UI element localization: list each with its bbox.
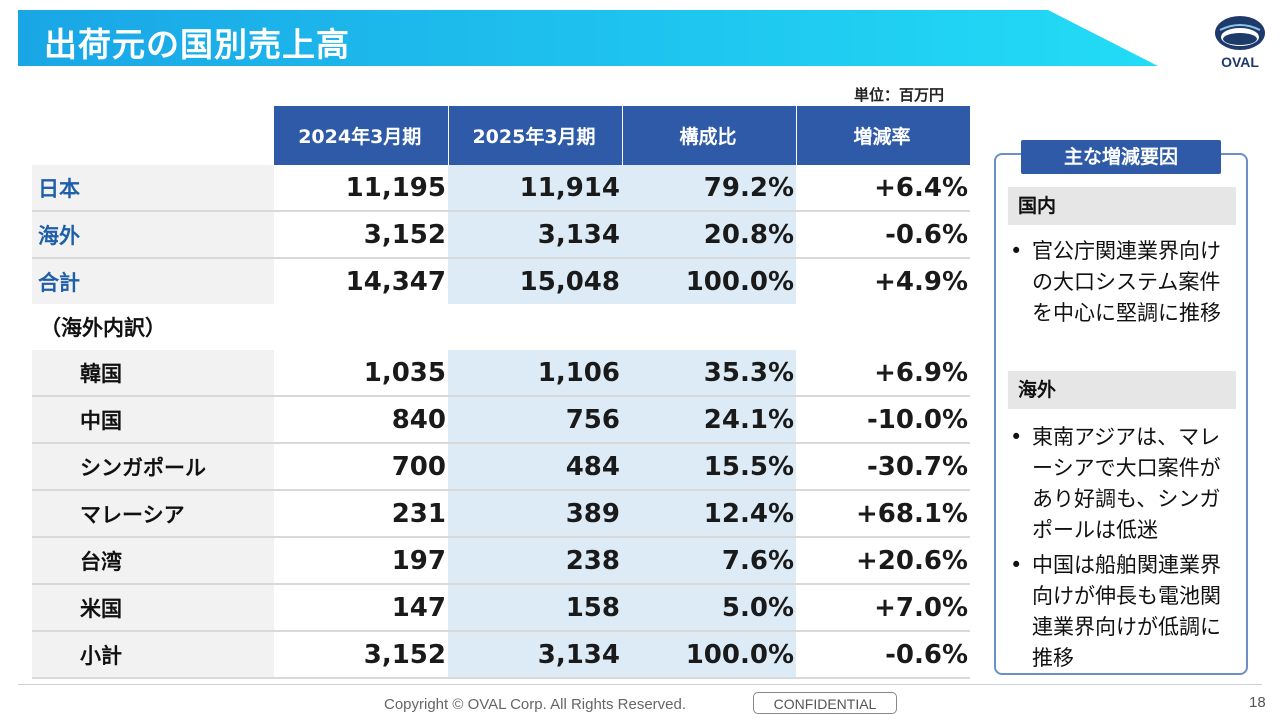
value-ratio: 5.0% [622, 584, 796, 632]
value-2024: 197 [274, 537, 448, 585]
value-2025: 484 [448, 443, 622, 491]
copyright-text: Copyright © OVAL Corp. All Rights Reserv… [384, 696, 687, 713]
title-band-background [18, 10, 1158, 66]
value-2025: 756 [448, 396, 622, 444]
value-2025: 1,106 [448, 350, 622, 397]
value-2025: 3,134 [448, 631, 622, 679]
table-row: 韓国 1,035 1,106 35.3% +6.9% [32, 350, 970, 397]
domestic-bullet: • 官公庁関連業界向けの大口システム案件を中心に堅調に推移 [1010, 236, 1235, 329]
overseas-bullet: • 東南アジアは、マレーシアで大口案件があり好調も、シンガポールは低迷 [1010, 422, 1235, 546]
value-2024: 700 [274, 443, 448, 491]
value-ratio: 35.3% [622, 350, 796, 397]
logo-text: OVAL [1221, 54, 1259, 70]
breakdown-label: （海外内訳） [32, 304, 970, 350]
value-change: +6.9% [796, 350, 970, 397]
factors-title: 主な増減要因 [1021, 140, 1221, 174]
value-ratio: 100.0% [622, 631, 796, 679]
row-label: 日本 [32, 165, 274, 212]
value-2024: 231 [274, 490, 448, 538]
table-row: 台湾 197 238 7.6% +20.6% [32, 537, 970, 585]
table-header-row: 2024年3月期 2025年3月期 構成比 増減率 [32, 106, 971, 165]
value-change: -0.6% [796, 211, 970, 259]
table-row: 米国 147 158 5.0% +7.0% [32, 584, 970, 632]
value-ratio: 79.2% [622, 165, 796, 212]
value-ratio: 24.1% [622, 396, 796, 444]
header-ratio: 構成比 [622, 106, 797, 165]
row-label: 台湾 [32, 537, 274, 585]
value-2024: 147 [274, 584, 448, 632]
table-row: シンガポール 700 484 15.5% -30.7% [32, 443, 970, 491]
value-2024: 3,152 [274, 211, 448, 259]
title-band: 出荷元の国別売上高 [18, 10, 1158, 66]
value-change: +68.1% [796, 490, 970, 538]
header-fy2025: 2025年3月期 [448, 106, 623, 165]
unit-label: 単位：百万円 [854, 86, 945, 104]
header-blank [32, 106, 274, 165]
value-change: -10.0% [796, 396, 970, 444]
breakdown-row: （海外内訳） [32, 304, 970, 350]
bullet-text: 中国は船舶関連業界向けが伸長も電池関連業界向けが低調に推移 [1032, 553, 1221, 670]
page-title: 出荷元の国別売上高 [44, 25, 350, 64]
bullet-icon: • [1010, 425, 1023, 449]
value-2025: 238 [448, 537, 622, 585]
value-2024: 3,152 [274, 631, 448, 679]
row-label: 中国 [32, 396, 274, 444]
value-2024: 840 [274, 396, 448, 444]
table-row: 海外 3,152 3,134 20.8% -0.6% [32, 211, 970, 259]
row-label: 韓国 [32, 350, 274, 397]
value-2025: 11,914 [448, 165, 622, 212]
value-ratio: 20.8% [622, 211, 796, 259]
value-change: -30.7% [796, 443, 970, 491]
value-2024: 1,035 [274, 350, 448, 397]
page-number: 18 [1249, 694, 1266, 711]
value-change: +6.4% [796, 165, 970, 212]
header-fy2024: 2024年3月期 [274, 106, 449, 165]
domestic-heading: 国内 [1008, 187, 1236, 225]
bullet-icon: • [1010, 239, 1023, 263]
sales-table: 2024年3月期 2025年3月期 構成比 増減率 日本 11,195 11,9… [32, 106, 971, 679]
row-label: 小計 [32, 631, 274, 679]
value-change: +7.0% [796, 584, 970, 632]
row-label: 米国 [32, 584, 274, 632]
oval-logo-icon [1215, 16, 1265, 50]
value-2025: 389 [448, 490, 622, 538]
value-2025: 158 [448, 584, 622, 632]
value-change: +4.9% [874, 266, 968, 297]
row-label: マレーシア [32, 490, 274, 538]
confidential-badge: CONFIDENTIAL [753, 692, 897, 714]
table-row: 合計 14,347 15,048 100.0% +4.9% [32, 258, 970, 304]
value-change: -0.6% [796, 631, 970, 679]
overseas-heading: 海外 [1008, 371, 1236, 409]
overseas-bullet: • 中国は船舶関連業界向けが伸長も電池関連業界向けが低調に推移 [1010, 550, 1235, 674]
bullet-text: 官公庁関連業界向けの大口システム案件を中心に堅調に推移 [1032, 239, 1221, 325]
oval-logo: OVAL [1210, 14, 1270, 74]
row-label: 海外 [32, 211, 274, 259]
value-2025: 3,134 [448, 211, 622, 259]
table-row: 日本 11,195 11,914 79.2% +6.4% [32, 165, 970, 212]
value-ratio: 100.0% [622, 258, 796, 304]
value-2025: 15,048 [448, 258, 622, 304]
value-change: +20.6% [796, 537, 970, 585]
footer-divider [18, 684, 1262, 685]
row-label: 合計 [32, 258, 274, 304]
table-row: マレーシア 231 389 12.4% +68.1% [32, 490, 970, 538]
row-label: シンガポール [32, 443, 274, 491]
header-change: 増減率 [796, 106, 971, 165]
value-2024: 11,195 [274, 165, 448, 212]
bullet-icon: • [1010, 553, 1023, 577]
table-row: 小計 3,152 3,134 100.0% -0.6% [32, 631, 970, 679]
bullet-text: 東南アジアは、マレーシアで大口案件があり好調も、シンガポールは低迷 [1032, 425, 1221, 542]
value-ratio: 7.6% [622, 537, 796, 585]
value-ratio: 15.5% [622, 443, 796, 491]
value-2024: 14,347 [274, 258, 448, 304]
table-row: 中国 840 756 24.1% -10.0% [32, 396, 970, 444]
value-ratio: 12.4% [622, 490, 796, 538]
